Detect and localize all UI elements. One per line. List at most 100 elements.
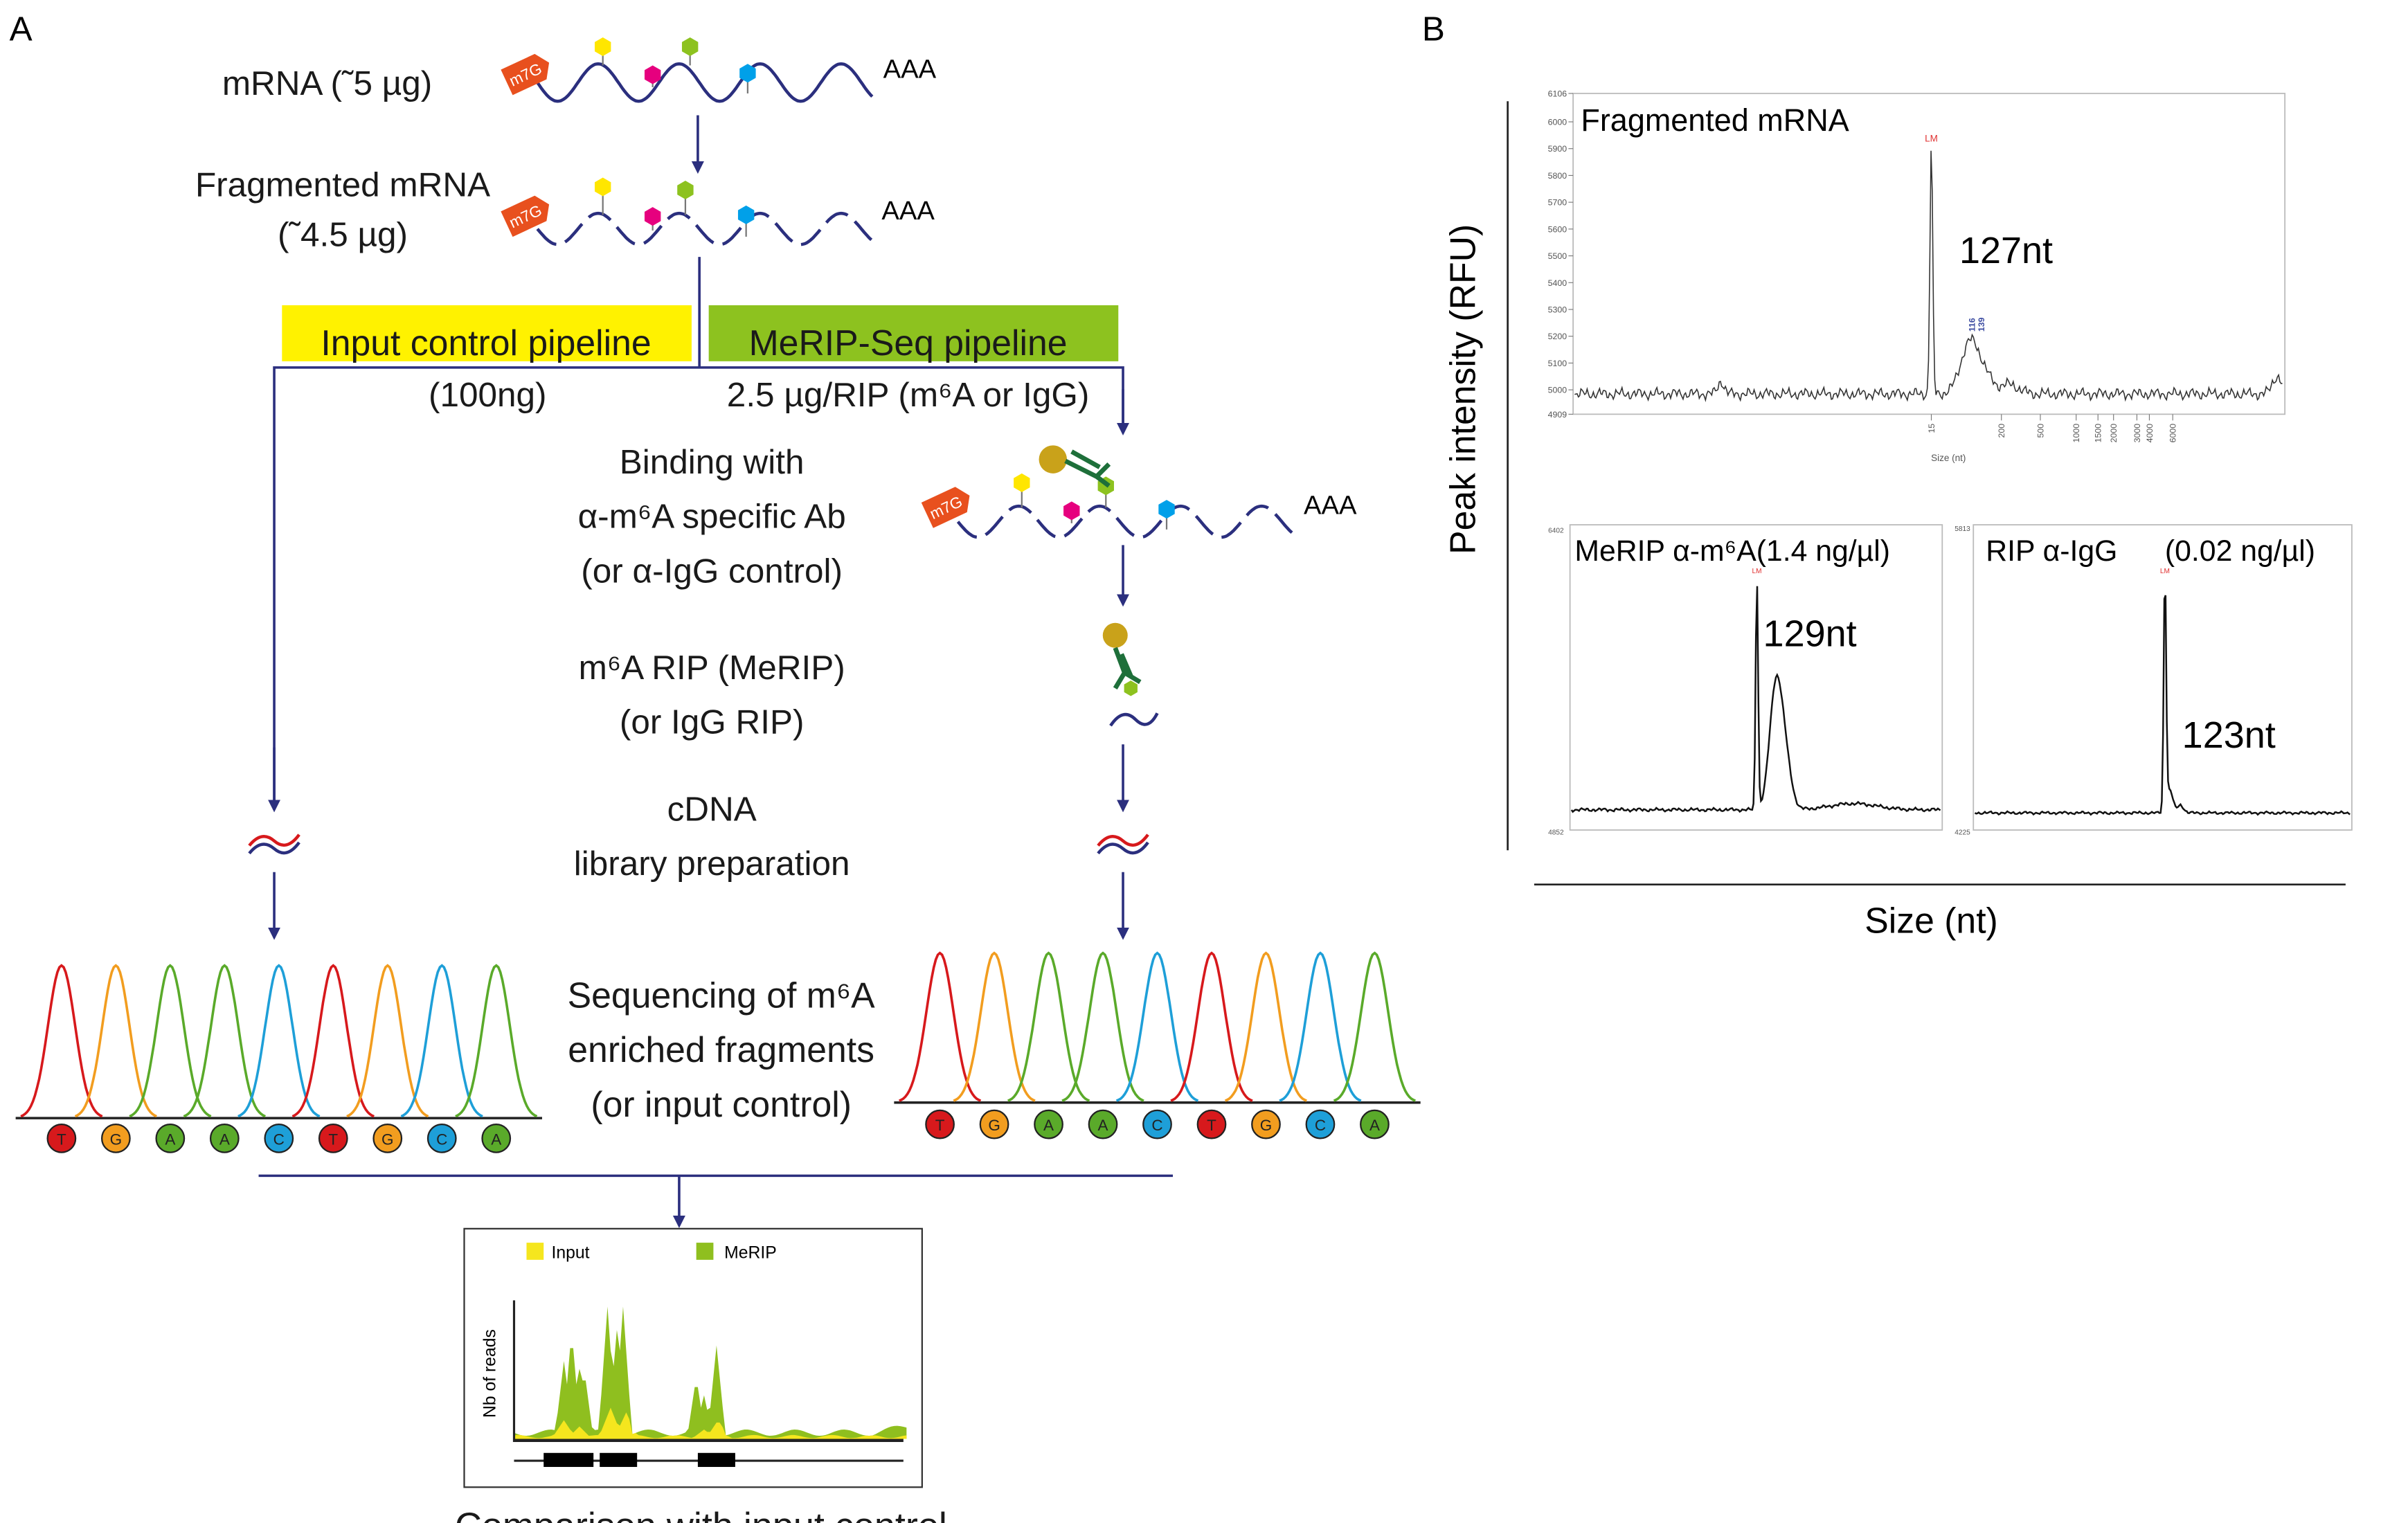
cdna-strand <box>1097 833 1149 847</box>
x-tick-label: 500 <box>2036 424 2045 438</box>
panel-label-a: A <box>10 10 33 48</box>
binding-step-line-1: Binding with <box>620 443 805 481</box>
fragmented-mrna-label: Fragmented mRNA <box>195 165 490 204</box>
base-call-letter: A <box>1098 1117 1108 1134</box>
rna-strand <box>536 211 874 246</box>
x-axis-label: Size (nt) <box>1931 453 1966 463</box>
gene-model-exon <box>543 1452 594 1468</box>
polya-tail-label: AAA <box>883 54 937 84</box>
cdna-step-line-1: cDNA <box>667 790 757 828</box>
base-call-circle <box>318 1124 348 1153</box>
gene-model-exon <box>600 1452 638 1468</box>
base-call-letter: C <box>1315 1117 1326 1134</box>
x-tick-label: 2000 <box>2109 424 2119 443</box>
base-call-letter: C <box>436 1130 447 1148</box>
legend-swatch-input <box>526 1243 544 1260</box>
cdna-step-line-2: library preparation <box>574 845 850 883</box>
base-call-letter: T <box>1207 1117 1216 1134</box>
y-tick-max: 5813 <box>1955 525 1970 533</box>
binding-step-line-3: (or α-IgG control) <box>581 552 843 590</box>
y-tick-label: 5900 <box>1548 144 1567 154</box>
chromatogram-peak <box>455 964 538 1118</box>
trace-line <box>1574 150 2283 402</box>
cap-shape <box>921 487 970 528</box>
rna-strand <box>536 62 874 103</box>
peak-annotation: 139 <box>1977 317 1986 332</box>
merip-electropherogram: 6402 4852 MeRIP α-m⁶A(1.4 ng/µl) LM 129n… <box>1548 524 1943 837</box>
x-tick-label: 6000 <box>2168 424 2178 443</box>
lm-marker: LM <box>1752 568 1762 575</box>
fragmented-mrna-electropherogram: 4909 5000 5100 5200 5300 5400 5500 5600 5700 5800… <box>1548 89 2286 463</box>
base-call-letter: A <box>491 1130 501 1148</box>
bead-icon <box>1039 445 1068 474</box>
cap-shape <box>501 195 550 237</box>
y-tick-min: 4852 <box>1548 829 1564 837</box>
merip-amount-label: 2.5 µg/RIP (m⁶A or IgG) <box>727 376 1090 414</box>
comparison-chart: Input MeRIP Nb of reads <box>463 1227 923 1488</box>
base-call-letter: C <box>1151 1117 1162 1134</box>
gene-model-exon <box>697 1452 735 1468</box>
sequencing-step-line-1: Sequencing of m⁶A <box>568 975 875 1015</box>
igg-title: RIP α-IgG <box>1986 534 2117 568</box>
comparison-caption: Comparison with input control <box>455 1505 947 1523</box>
input-amount-label: (100ng) <box>429 376 547 414</box>
modification-icon <box>644 65 661 84</box>
chromatogram-peak <box>1333 951 1417 1102</box>
base-call-letter: A <box>1369 1117 1380 1134</box>
modification-icon <box>595 177 611 197</box>
base-call-circle <box>372 1124 403 1153</box>
base-call-letter: A <box>165 1130 175 1148</box>
modification-icon <box>739 64 756 83</box>
base-call-letter: T <box>935 1117 945 1134</box>
modification-icon <box>1124 681 1138 696</box>
base-call-circle <box>1251 1109 1281 1139</box>
legend-swatch-merip <box>696 1243 714 1260</box>
y-tick-label: 5700 <box>1548 198 1567 208</box>
y-tick-label: 5800 <box>1548 171 1567 181</box>
base-call-letter: T <box>57 1130 66 1148</box>
cdna-icon <box>248 833 300 855</box>
base-call-circle <box>925 1109 955 1139</box>
base-call-letter: A <box>1043 1117 1054 1134</box>
immunoprecipitated-fragment-icon <box>1102 622 1159 727</box>
peak-annotation: 116 <box>1967 318 1977 332</box>
y-tick-label: 5300 <box>1548 305 1567 314</box>
merip-pipeline-box <box>708 305 1119 361</box>
mrna-label: mRNA (˜5 µg) <box>222 64 432 102</box>
legend-label-merip: MeRIP <box>724 1244 777 1263</box>
input-pipeline-box <box>282 305 692 361</box>
y-tick-max: 6402 <box>1548 527 1564 534</box>
polya-tail-label: AAA <box>881 196 935 226</box>
modification-icon <box>1158 500 1175 519</box>
peak-label: 129nt <box>1763 613 1857 655</box>
binding-step-line-2: α-m⁶A specific Ab <box>578 498 846 536</box>
x-ticks: 15 200 500 1000 1500 2000 3000 4000 6000 <box>1927 414 2178 442</box>
y-tick-label: 6106 <box>1548 89 1567 98</box>
fragmented-mrna-amount: (˜4.5 µg) <box>278 215 408 253</box>
base-call-circle <box>1360 1109 1390 1139</box>
base-call-letter: G <box>988 1117 1000 1134</box>
full-mrna-illustration: m7G <box>501 37 874 103</box>
m7g-cap-icon: m7G <box>501 195 550 237</box>
x-tick-label: 1000 <box>2072 424 2081 443</box>
lm-marker: LM <box>1925 134 1938 144</box>
base-call-letter: C <box>273 1130 285 1148</box>
trace-line <box>1570 586 1941 813</box>
rna-strand <box>956 504 1294 539</box>
input-pipeline-label: Input control pipeline <box>321 323 651 363</box>
modification-icon <box>595 37 611 56</box>
y-tick-label: 5400 <box>1548 278 1567 288</box>
y-tick-label: 4909 <box>1548 410 1567 420</box>
input-coverage-area <box>514 1407 907 1439</box>
base-call-circle <box>100 1124 131 1153</box>
rip-step-line-2: (or IgG RIP) <box>620 703 805 741</box>
comparison-y-label: Nb of reads <box>480 1329 499 1418</box>
peak-label: 123nt <box>2182 714 2276 756</box>
x-tick-label: 200 <box>1997 424 2006 438</box>
merip-pipeline-label: MeRIP-Seq pipeline <box>749 323 1068 363</box>
y-tick-label: 5600 <box>1548 224 1567 234</box>
igg-concentration: (0.02 ng/µl) <box>2165 534 2315 568</box>
base-call-circle <box>209 1124 240 1153</box>
polya-tail-label: AAA <box>1304 490 1357 520</box>
